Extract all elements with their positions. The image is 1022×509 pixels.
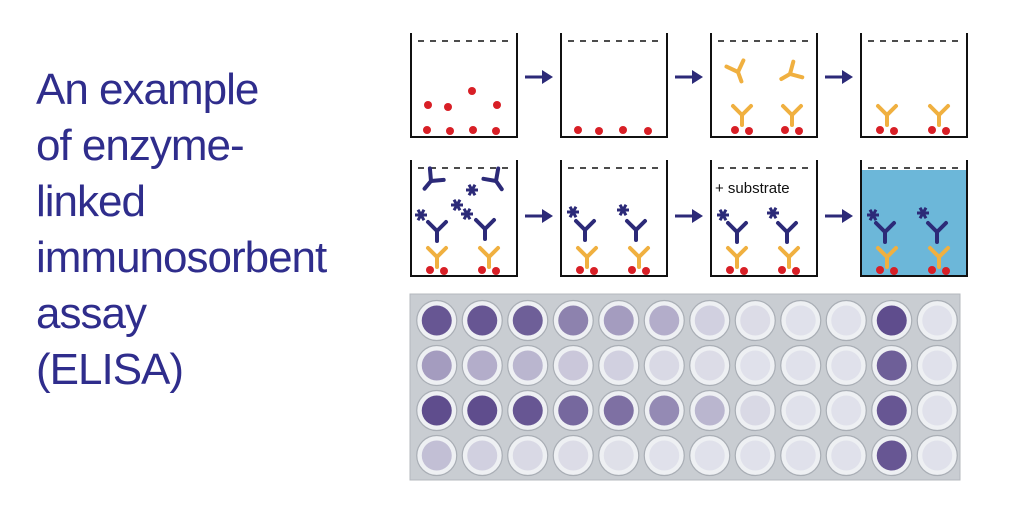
arrow-right-icon [525, 209, 553, 223]
plate-well-fill [558, 350, 589, 381]
plate-well-fill [876, 305, 907, 336]
plate-well-fill [785, 395, 816, 426]
plate-well-fill [740, 395, 771, 426]
plate-well-fill [785, 305, 816, 336]
plate-well-fill [740, 350, 771, 381]
arrow-right-icon [525, 70, 553, 84]
title-line: of enzyme- [36, 121, 245, 170]
plate-well-fill [603, 395, 634, 426]
plate-well-fill [421, 440, 452, 471]
plate-well-fill [558, 305, 589, 336]
well-step-3 [710, 33, 818, 138]
plate-well-fill [649, 350, 680, 381]
well-step-5 [410, 160, 518, 277]
plate-well-fill [467, 350, 498, 381]
plate-well-fill [785, 350, 816, 381]
plate-well-fill [922, 305, 953, 336]
plate-well-fill [694, 350, 725, 381]
plate-well-fill [467, 440, 498, 471]
plate-well-fill [694, 395, 725, 426]
plate-well-fill [922, 395, 953, 426]
well-step-7: + substrate [710, 160, 818, 277]
plate-well-fill [922, 350, 953, 381]
plate-well-fill [694, 440, 725, 471]
well-step-6 [560, 160, 668, 277]
plate-well-fill [512, 395, 543, 426]
plate-well-fill [740, 305, 771, 336]
plate-well-fill [603, 305, 634, 336]
plate-well-fill [649, 305, 680, 336]
arrow-right-icon [675, 209, 703, 223]
well-step-1 [410, 33, 518, 138]
arrow-right-icon [825, 70, 853, 84]
plate-well-fill [558, 440, 589, 471]
plate-well-fill [831, 440, 862, 471]
plate-well-fill [421, 350, 452, 381]
plate-well-fill [785, 440, 816, 471]
arrow-right-icon [825, 209, 853, 223]
plate-well-fill [922, 440, 953, 471]
well-step-4 [860, 33, 968, 138]
plate-well-fill [649, 395, 680, 426]
plate-well-fill [603, 440, 634, 471]
plate-well-fill [740, 440, 771, 471]
title-line: linked [36, 177, 146, 226]
microplate-photo [409, 293, 961, 481]
plate-well-fill [876, 395, 907, 426]
plate-well-fill [649, 440, 680, 471]
title-line: (ELISA) [36, 345, 184, 394]
plate-well-fill [876, 350, 907, 381]
plate-well-fill [512, 440, 543, 471]
plate-well-fill [421, 395, 452, 426]
title-line: An example [36, 65, 259, 114]
arrow-right-icon [675, 70, 703, 84]
plate-well-fill [831, 350, 862, 381]
plate-well-fill [421, 305, 452, 336]
plate-well-fill [512, 350, 543, 381]
plate-well-fill [694, 305, 725, 336]
well-step-8 [860, 160, 968, 277]
plate-well-fill [831, 305, 862, 336]
well-step-2 [560, 33, 668, 138]
title-line: assay [36, 289, 147, 338]
substrate-label: + substrate [715, 180, 790, 197]
plate-well-fill [558, 395, 589, 426]
plate-well-fill [603, 350, 634, 381]
title-line: immunosorbent [36, 233, 327, 282]
plate-well-fill [467, 305, 498, 336]
plate-well-fill [831, 395, 862, 426]
plate-well-fill [512, 305, 543, 336]
plate-well-fill [876, 440, 907, 471]
slide-title: An example of enzyme- linked immunosorbe… [36, 62, 406, 398]
plate-well-fill [467, 395, 498, 426]
